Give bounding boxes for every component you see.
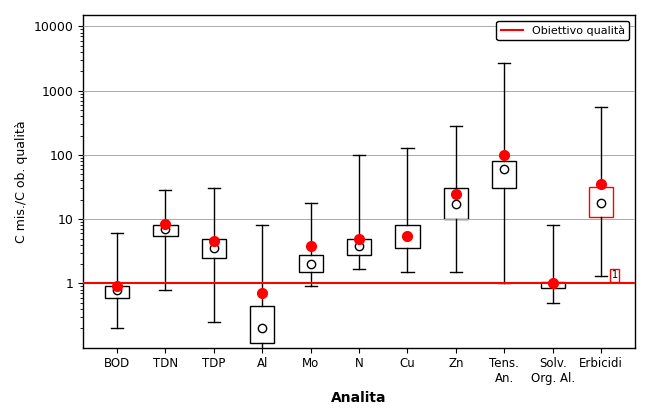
FancyBboxPatch shape [298,255,323,272]
FancyBboxPatch shape [250,306,274,343]
Text: 1: 1 [612,270,618,280]
Y-axis label: C mis./C ob. qualità: C mis./C ob. qualità [15,120,28,243]
FancyBboxPatch shape [492,161,516,189]
FancyBboxPatch shape [105,286,129,298]
FancyBboxPatch shape [444,189,468,219]
FancyBboxPatch shape [395,226,420,249]
FancyBboxPatch shape [202,239,226,258]
Legend: Obiettivo qualità: Obiettivo qualità [497,21,629,40]
FancyBboxPatch shape [153,226,177,236]
Text: 1: 1 [612,270,618,280]
FancyBboxPatch shape [589,186,613,216]
FancyBboxPatch shape [541,282,565,288]
X-axis label: Analita: Analita [332,391,387,405]
FancyBboxPatch shape [347,239,371,255]
